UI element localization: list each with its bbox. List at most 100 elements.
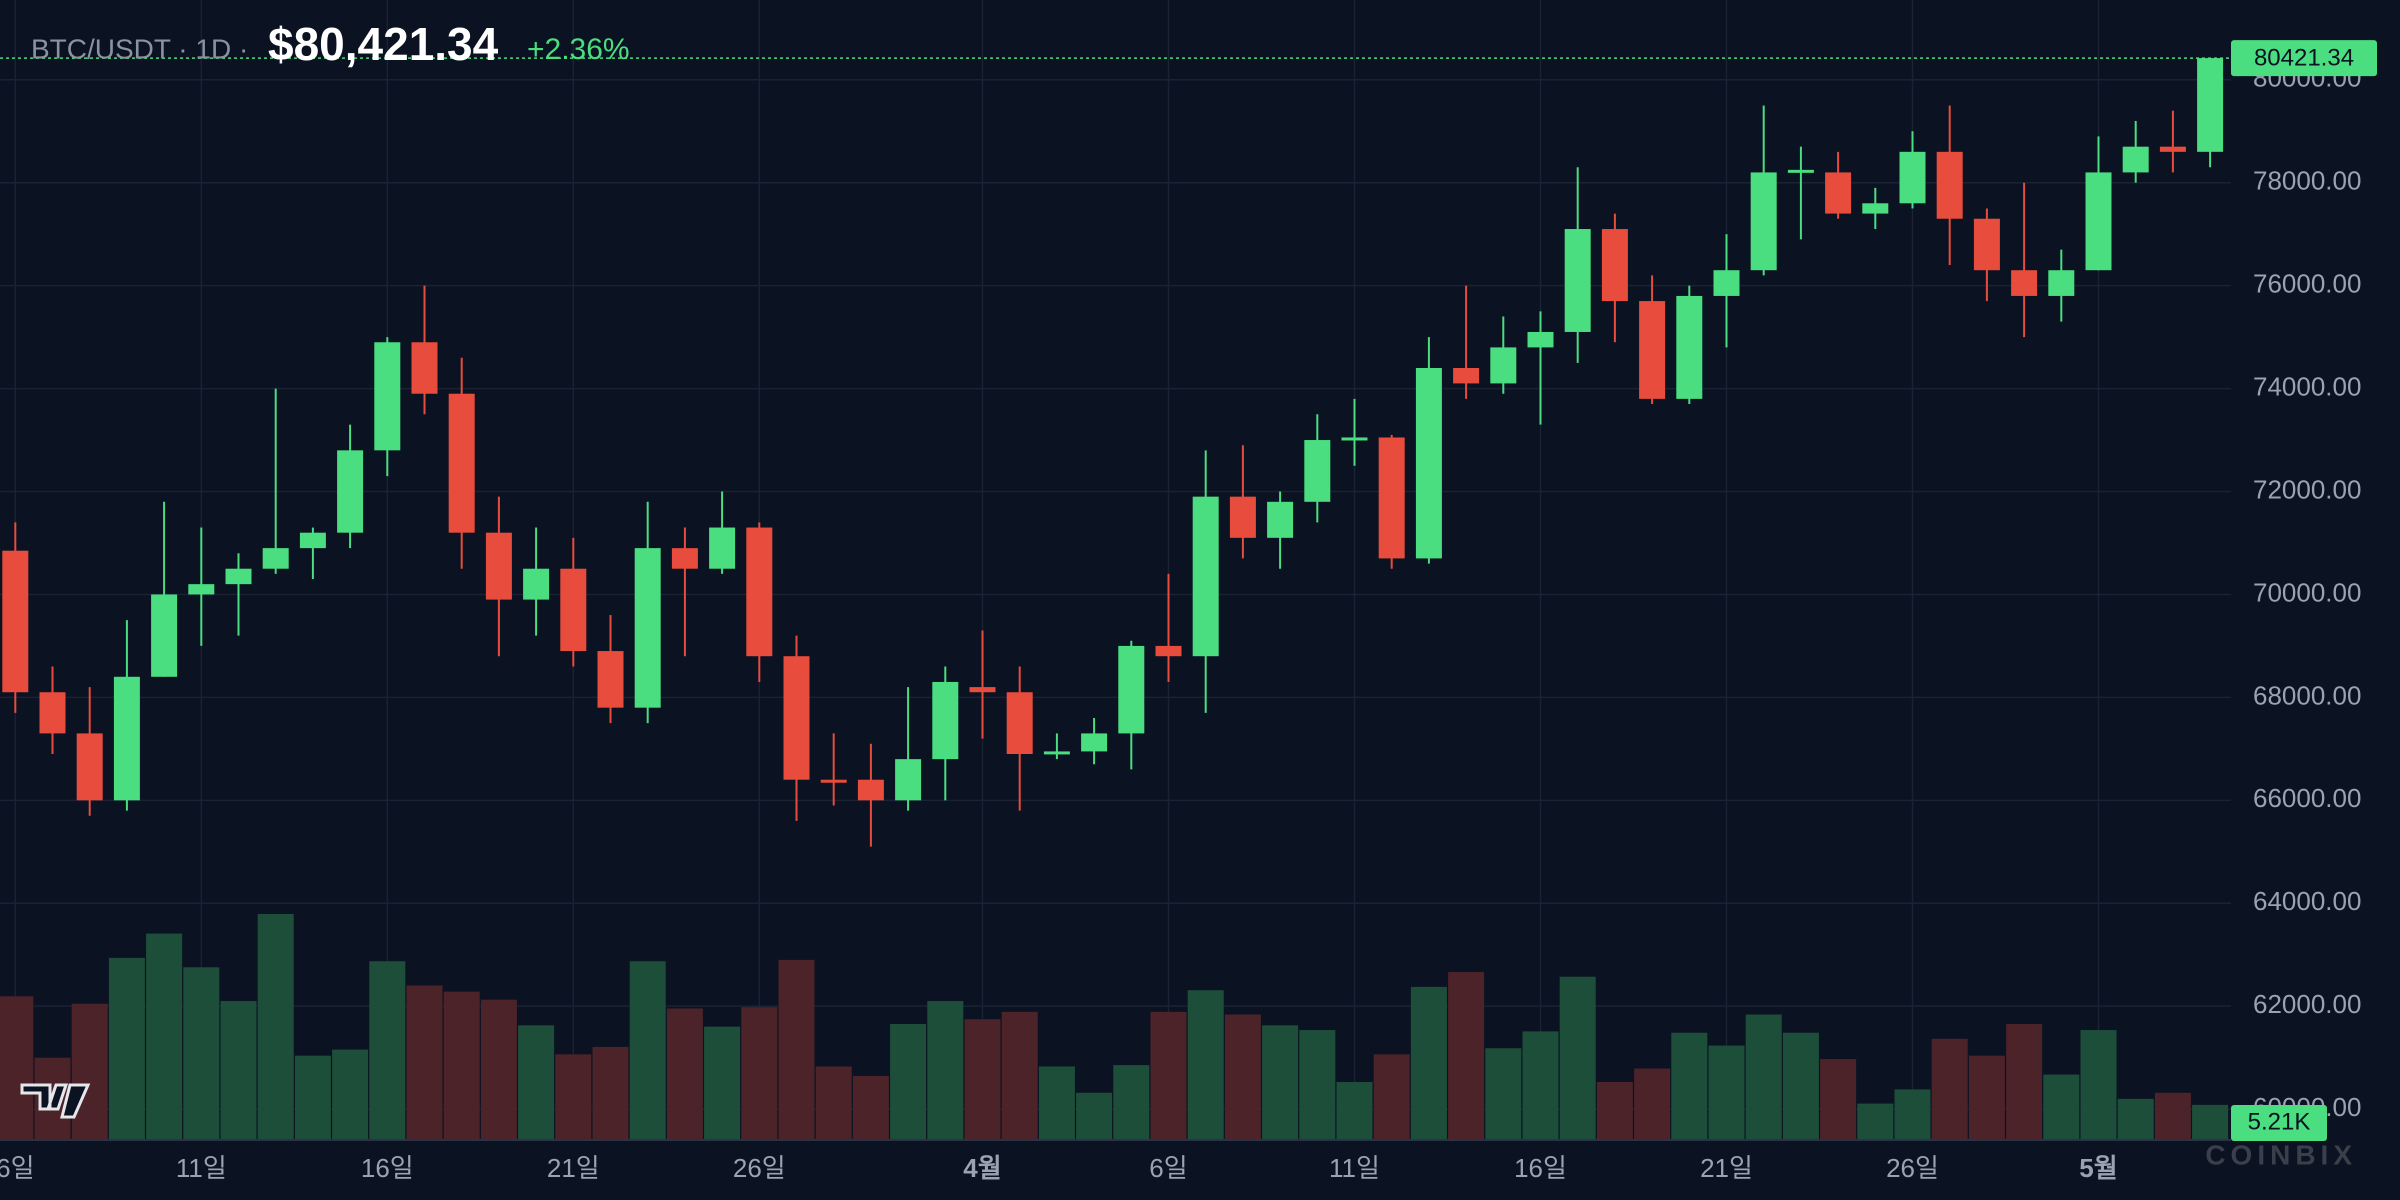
candle-body xyxy=(1118,645,1145,734)
candle-body xyxy=(1527,331,1554,348)
candle-body xyxy=(857,779,884,801)
volume-tag-label: 5.21K xyxy=(2248,1108,2311,1135)
candle-body xyxy=(225,568,252,585)
candle-body xyxy=(2048,270,2075,296)
candle-body xyxy=(969,687,996,693)
volume-bar xyxy=(1782,1032,1819,1140)
candle-body xyxy=(1341,437,1368,441)
volume-bar xyxy=(220,1001,257,1140)
y-tick-label: 76000.00 xyxy=(2253,269,2361,299)
x-tick-label: 6일 xyxy=(0,1153,34,1183)
candle-body xyxy=(374,342,401,451)
volume-bar xyxy=(1596,1081,1633,1140)
candle-body xyxy=(1043,751,1070,755)
logo-icon xyxy=(20,1083,91,1119)
candle-body xyxy=(783,656,810,780)
candle-body xyxy=(1229,496,1256,538)
candle-body xyxy=(2011,270,2038,296)
candle-body xyxy=(634,548,661,708)
volume-bar xyxy=(1522,1031,1559,1140)
candle-body xyxy=(1750,172,1777,271)
volume-bar xyxy=(1113,1065,1150,1140)
candle-body xyxy=(2,550,29,693)
candle-body xyxy=(2085,172,2112,271)
volume-bar xyxy=(555,1054,592,1140)
x-tick-label: 11일 xyxy=(1329,1153,1380,1183)
volume-bar xyxy=(1262,1025,1299,1140)
last-price: $80,421.34 xyxy=(268,18,499,70)
candle-body xyxy=(448,393,475,533)
candle-body xyxy=(1713,270,1740,296)
volume-bar xyxy=(480,999,517,1140)
candle-body xyxy=(1081,733,1108,752)
candle-body xyxy=(597,651,624,708)
y-tick-label: 78000.00 xyxy=(2253,166,2361,196)
volume-bar xyxy=(2154,1092,2191,1140)
watermark: COINBIX xyxy=(2205,1139,2357,1170)
candle-body xyxy=(1453,367,1480,384)
volume-bar xyxy=(1373,1054,1410,1140)
volume-bar xyxy=(1559,976,1596,1140)
x-tick-label: 16일 xyxy=(1514,1153,1567,1183)
x-tick-label: 16일 xyxy=(361,1153,414,1183)
x-tick-label: 6일 xyxy=(1149,1153,1187,1183)
volume-tag xyxy=(2231,1105,2327,1141)
candle-body xyxy=(299,532,326,549)
volume-bar xyxy=(1150,1011,1187,1140)
y-tick-label: 64000.00 xyxy=(2253,886,2361,916)
x-tick-label: 21일 xyxy=(547,1153,600,1183)
volume-bar xyxy=(927,1001,964,1140)
candle-body xyxy=(932,681,959,760)
volume-bar xyxy=(1634,1068,1671,1140)
price-change: +2.36% xyxy=(527,33,630,66)
candle-body xyxy=(1676,295,1703,399)
volume-bar xyxy=(1448,972,1485,1140)
candle-body xyxy=(1564,229,1591,332)
volume-bar xyxy=(592,1046,629,1140)
candle-body xyxy=(1825,172,1852,214)
symbol: BTC/USDT · 1D · xyxy=(31,33,248,64)
volume-bar xyxy=(1485,1048,1522,1140)
x-tick-label: 26일 xyxy=(1886,1153,1939,1183)
volume-bar xyxy=(294,1055,331,1140)
volume-bar xyxy=(1336,1081,1373,1140)
volume-bar xyxy=(1224,1014,1261,1140)
candle-body xyxy=(560,568,587,652)
candle-body xyxy=(1415,367,1442,559)
axes: 60000.0062000.0064000.0066000.0068000.00… xyxy=(0,40,2377,1183)
candle-body xyxy=(1155,645,1182,657)
candle-body xyxy=(411,342,438,394)
candle-body xyxy=(820,779,847,783)
x-tick-label: 5월 xyxy=(2079,1153,2117,1183)
y-tick-label: 70000.00 xyxy=(2253,577,2361,607)
last-price-tag xyxy=(2231,40,2377,77)
volume-bar xyxy=(1931,1038,1968,1140)
volume-bar xyxy=(406,985,443,1140)
y-tick-label: 72000.00 xyxy=(2253,474,2361,504)
volume-bar xyxy=(704,1026,741,1140)
volume-bar xyxy=(1038,1066,1075,1140)
candle-body xyxy=(1936,151,1963,219)
volume-bar xyxy=(815,1066,852,1140)
candle-body xyxy=(188,584,215,595)
volume-bar xyxy=(2080,1030,2117,1140)
candle-body xyxy=(262,548,289,569)
candle-body xyxy=(113,676,140,801)
volume-bar xyxy=(741,1007,778,1140)
x-tick-label: 4월 xyxy=(963,1153,1001,1183)
volume-bar xyxy=(1187,990,1224,1140)
candle-body xyxy=(1787,169,1814,173)
candle-body xyxy=(1899,151,1926,204)
volume-bar xyxy=(443,991,480,1140)
y-tick-label: 74000.00 xyxy=(2253,371,2361,401)
candle-body xyxy=(485,532,512,600)
candle-body xyxy=(1192,496,1219,657)
volume-bar xyxy=(778,959,815,1140)
volume-bar xyxy=(1968,1055,2005,1140)
volume-bar xyxy=(1857,1103,1894,1140)
volume-bar xyxy=(1299,1030,1336,1140)
candle-body xyxy=(151,594,178,677)
candle-body xyxy=(523,568,550,600)
